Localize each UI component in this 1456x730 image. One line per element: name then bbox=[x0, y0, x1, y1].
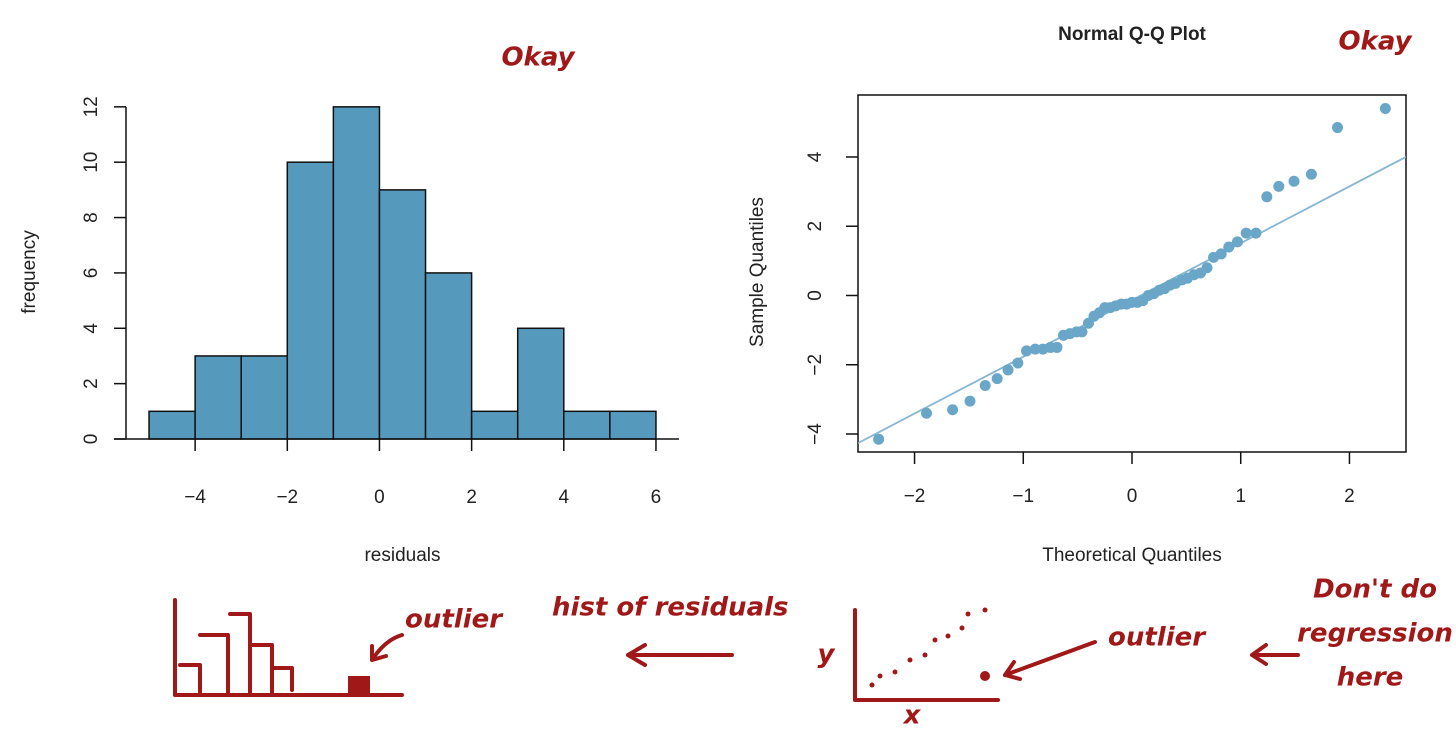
x-axis-label: residuals bbox=[364, 545, 440, 566]
bar bbox=[516, 327, 565, 440]
plot-frame bbox=[857, 94, 1407, 453]
point bbox=[1215, 248, 1227, 260]
x-tick-label: 2 bbox=[1344, 486, 1355, 507]
point bbox=[1332, 122, 1343, 134]
x-tick-label: 4 bbox=[559, 487, 570, 508]
bar bbox=[194, 355, 242, 440]
point bbox=[1231, 236, 1243, 248]
y-tick-label: 12 bbox=[81, 96, 102, 117]
y-tick-label: 4 bbox=[81, 323, 102, 334]
point bbox=[1273, 180, 1285, 192]
y-axis-label: Sample Quantiles bbox=[747, 197, 768, 347]
annotation: Don't do bbox=[1313, 575, 1437, 605]
point bbox=[873, 433, 885, 445]
point bbox=[1051, 341, 1063, 353]
annotation: regression bbox=[1297, 619, 1453, 649]
point bbox=[1261, 191, 1273, 203]
chart-title: Normal Q-Q Plot bbox=[1058, 24, 1206, 45]
y-tick-label: 6 bbox=[81, 268, 102, 279]
x-tick-label: −2 bbox=[904, 486, 926, 507]
annotation: Okay bbox=[501, 43, 575, 73]
annotation: Okay bbox=[1338, 27, 1412, 57]
x-tick-label: 2 bbox=[466, 487, 477, 508]
point bbox=[1012, 357, 1024, 369]
bar bbox=[332, 106, 381, 440]
x-tick-label: 0 bbox=[374, 487, 385, 508]
point bbox=[1201, 262, 1213, 274]
y-tick-label: 0 bbox=[81, 434, 102, 445]
point bbox=[1021, 345, 1033, 357]
y-tick-label: 8 bbox=[81, 212, 102, 223]
arrow bbox=[626, 643, 734, 667]
point bbox=[979, 380, 991, 392]
y-tick-label: 4 bbox=[805, 151, 826, 162]
annotation: y bbox=[818, 640, 836, 670]
bar bbox=[424, 272, 473, 440]
x-tick-label: −1 bbox=[1012, 486, 1034, 507]
bar bbox=[286, 161, 335, 440]
bar bbox=[148, 410, 196, 440]
point bbox=[1076, 326, 1088, 338]
x-tick-label: −2 bbox=[276, 487, 298, 508]
y-tick-label: 2 bbox=[805, 221, 826, 232]
scatter-sketch bbox=[853, 607, 1097, 702]
annotation: x bbox=[902, 701, 922, 730]
y-tick-label: 10 bbox=[81, 152, 102, 173]
point bbox=[1029, 343, 1041, 355]
annotation: outlier bbox=[1108, 623, 1207, 653]
point bbox=[1250, 227, 1262, 239]
point bbox=[1240, 227, 1252, 239]
bar bbox=[240, 355, 289, 440]
y-axis-label: frequency bbox=[19, 230, 40, 314]
point bbox=[1379, 103, 1391, 115]
x-tick-label: −4 bbox=[184, 487, 206, 508]
point bbox=[1002, 364, 1014, 376]
bar bbox=[378, 189, 427, 440]
annotation: here bbox=[1337, 663, 1404, 693]
y-tick-label: 0 bbox=[805, 290, 826, 301]
x-tick-label: 1 bbox=[1235, 486, 1246, 507]
point bbox=[947, 404, 959, 416]
hist-sketch bbox=[173, 598, 404, 697]
bar bbox=[609, 410, 657, 440]
point bbox=[964, 395, 976, 407]
y-tick-label: −2 bbox=[805, 354, 826, 376]
annotation: outlier bbox=[405, 605, 504, 635]
annotation: hist of residuals bbox=[552, 593, 789, 623]
bar bbox=[563, 410, 611, 440]
bar bbox=[470, 410, 519, 440]
point bbox=[1305, 168, 1317, 180]
x-axis-label: Theoretical Quantiles bbox=[1042, 545, 1222, 566]
x-tick-label: 6 bbox=[651, 487, 662, 508]
point bbox=[1223, 241, 1235, 253]
arrow bbox=[1250, 643, 1300, 666]
point bbox=[921, 407, 932, 419]
y-tick-label: 2 bbox=[81, 378, 102, 389]
point bbox=[991, 373, 1003, 385]
y-tick-label: −4 bbox=[805, 423, 826, 445]
x-tick-label: 0 bbox=[1127, 486, 1138, 507]
point bbox=[1288, 175, 1300, 187]
